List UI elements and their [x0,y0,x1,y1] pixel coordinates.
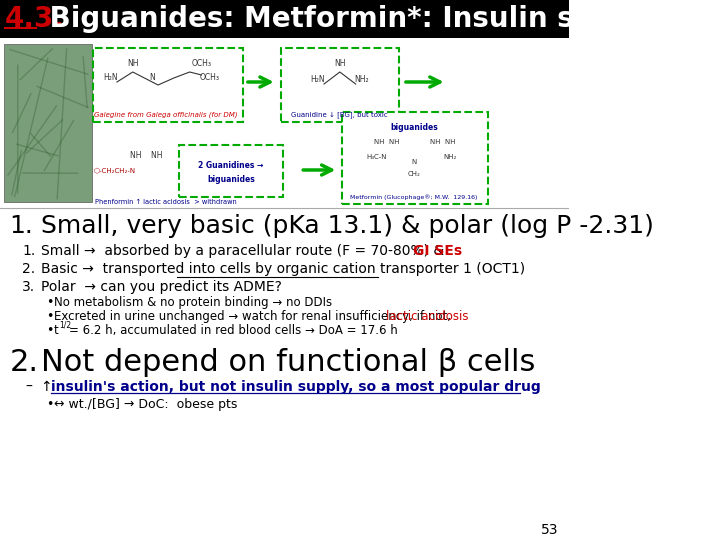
Text: ↑: ↑ [41,380,57,394]
Text: N: N [412,159,417,165]
Text: 4.3.: 4.3. [5,5,65,33]
Text: 1/2: 1/2 [59,321,71,330]
Text: ↔ wt./[BG] → DoC:  obese pts: ↔ wt./[BG] → DoC: obese pts [54,398,237,411]
Text: No metabolism & no protein binding → no DDIs: No metabolism & no protein binding → no … [54,296,332,309]
FancyBboxPatch shape [0,0,569,38]
Text: 2.: 2. [9,348,38,377]
Text: ⬡-CH₂CH₂-N: ⬡-CH₂CH₂-N [94,167,135,173]
Text: Metformin (Glucophage®; M.W.  129.16): Metformin (Glucophage®; M.W. 129.16) [351,194,478,200]
FancyBboxPatch shape [94,48,243,122]
Text: H₃C-N: H₃C-N [366,154,387,160]
Text: Small →  absorbed by a paracellular route (F = 70-80%) &: Small → absorbed by a paracellular route… [41,244,449,258]
Text: NH    NH: NH NH [130,151,163,159]
Text: 1.: 1. [9,214,33,238]
Text: 2 Guanidines →: 2 Guanidines → [198,161,264,171]
Text: H₂N: H₂N [104,73,118,83]
Text: 1.: 1. [22,244,35,258]
Text: NH: NH [334,58,346,68]
Text: •: • [46,398,53,411]
Text: = 6.2 h, accumulated in red blood cells → DoA = 17.6 h: = 6.2 h, accumulated in red blood cells … [68,324,397,337]
Text: Guanidine ↓ [BG], but toxic: Guanidine ↓ [BG], but toxic [292,112,388,118]
FancyBboxPatch shape [4,44,92,202]
Text: OCH₃: OCH₃ [192,58,212,68]
Text: Excreted in urine unchanged → watch for renal insufficiency, if not,: Excreted in urine unchanged → watch for … [54,310,454,323]
Text: Small, very basic (pKa 13.1) & polar (log P -2.31): Small, very basic (pKa 13.1) & polar (lo… [41,214,654,238]
Text: t: t [54,324,58,337]
Text: GI SEs: GI SEs [413,244,462,258]
Text: NH  NH: NH NH [430,139,455,145]
Text: NH₂: NH₂ [444,154,457,160]
Text: Basic →  transported into cells by organic cation transporter 1 (OCT1): Basic → transported into cells by organi… [41,262,525,276]
Text: NH: NH [127,58,138,68]
Text: –: – [25,380,32,394]
Text: •: • [46,310,53,323]
Text: H₂N: H₂N [310,76,325,84]
Text: biguanides: biguanides [207,174,255,184]
FancyBboxPatch shape [282,48,399,122]
Text: 53: 53 [541,523,559,537]
Text: N: N [150,73,156,83]
Text: •: • [46,324,53,337]
Text: CH₂: CH₂ [408,171,420,177]
FancyBboxPatch shape [342,112,487,204]
Text: insulin's action, but not insulin supply, so a most popular drug: insulin's action, but not insulin supply… [50,380,540,394]
Text: 3.: 3. [22,280,35,294]
Text: Not depend on functional β cells: Not depend on functional β cells [41,348,536,377]
Text: NH  NH: NH NH [374,139,400,145]
FancyBboxPatch shape [179,145,283,197]
Text: 2.: 2. [22,262,35,276]
Text: Polar  → can you predict its ADME?: Polar → can you predict its ADME? [41,280,282,294]
Text: NH₂: NH₂ [355,76,369,84]
Text: Phenformin ↑ lactic acidosis  > withdrawn: Phenformin ↑ lactic acidosis > withdrawn [95,199,237,205]
Text: Galegine from Galega officinalis (for DM): Galegine from Galega officinalis (for DM… [94,112,238,118]
Text: Biguanides: Metformin*: Insulin sensitizer: Biguanides: Metformin*: Insulin sensitiz… [40,5,710,33]
Text: •: • [46,296,53,309]
Text: OCH₃: OCH₃ [199,73,220,83]
Text: lactic acidosis: lactic acidosis [386,310,468,323]
Text: biguanides: biguanides [390,123,438,132]
